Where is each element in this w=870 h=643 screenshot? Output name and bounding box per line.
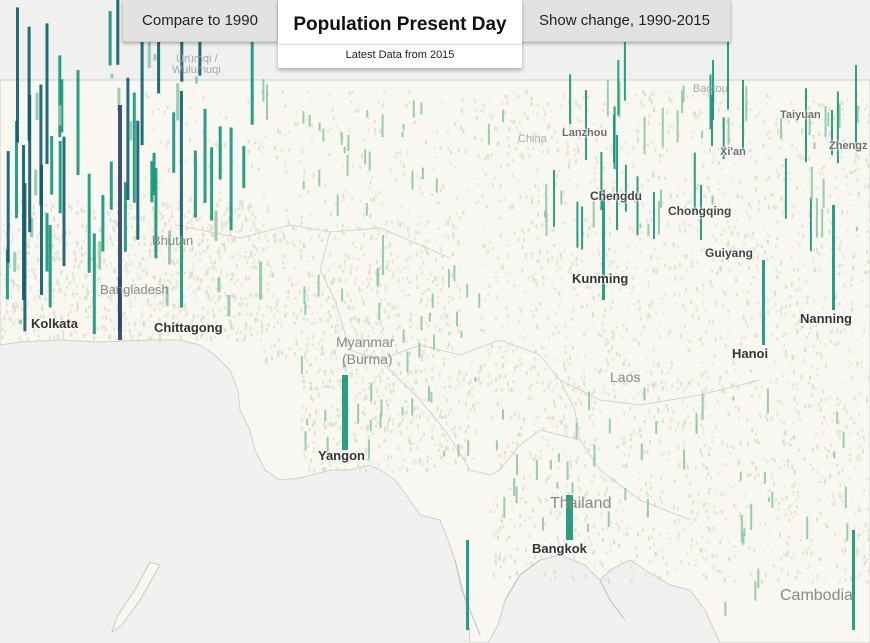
label-kunming: Kunming [572,271,629,286]
label-hanoi: Hanoi [732,346,769,361]
label-lanzhou: Lanzhou [562,127,608,139]
label-yangon: Yangon [318,448,365,463]
label-nanning: Nanning [800,311,852,326]
tab-compare-1990[interactable]: Compare to 1990 [122,0,278,42]
label-bangkok: Bangkok [532,541,587,556]
label-china: China [518,133,547,145]
label-laos: Laos [610,369,641,385]
label-guiyang: Guiyang [705,246,754,260]
label-wulumuqi: Wulumuqi [172,64,221,76]
tab-show-change[interactable]: Show change, 1990-2015 [518,0,731,42]
label-cambodia: Cambodia [780,587,853,604]
label-chittagong: Chittagong [154,320,223,335]
label-thailand: Thailand [550,495,612,512]
label-xian: Xi'an [720,146,746,158]
tab-present-day-title: Population Present Day [293,14,507,35]
label-urumqi: Ürümqi / [176,53,218,65]
population-spikes [5,0,859,630]
label-burma: (Burma) [342,351,393,367]
tab-show-change-label: Show change, 1990-2015 [539,12,710,29]
tab-divider [278,44,522,45]
label-bhutan: Bhutan [152,233,194,248]
island-sliver [111,561,161,634]
label-chengdu: Chengdu [590,189,642,203]
tab-present-day[interactable]: Population Present Day Latest Data from … [278,0,522,68]
label-taiyuan: Taiyuan [780,109,821,121]
label-baotou: Baotou [693,83,728,95]
label-kolkata: Kolkata [31,316,78,331]
label-chongqing: Chongqing [668,204,732,218]
border-lines [174,224,761,521]
label-myanmar: Myanmar [336,334,395,350]
view-tabs: Compare to 1990 Show change, 1990-2015 P… [122,0,731,68]
label-bangladesh: Bangladesh [100,282,169,297]
tab-present-day-subtitle: Latest Data from 2015 [345,49,455,61]
label-zhengzhou: Zhengz [829,140,868,152]
tab-compare-1990-label: Compare to 1990 [142,12,258,29]
